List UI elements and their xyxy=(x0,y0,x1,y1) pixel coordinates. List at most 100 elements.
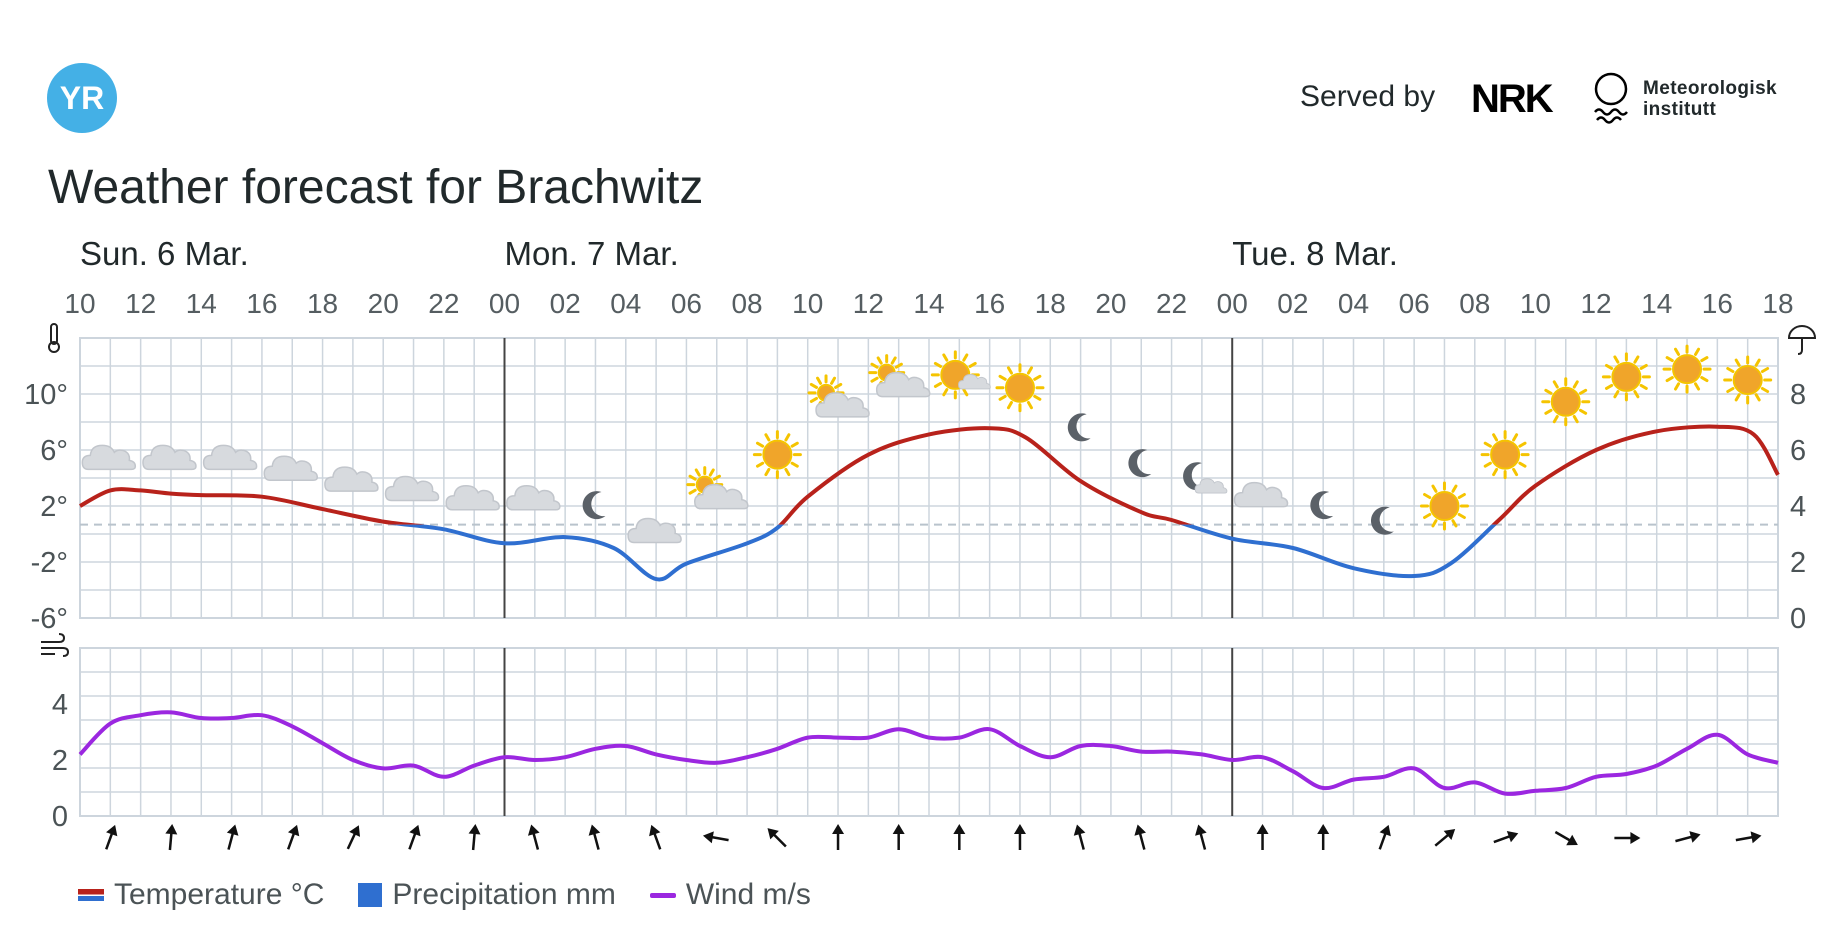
met-line-1: Meteorologisk xyxy=(1643,78,1777,99)
hour-tick-label: 04 xyxy=(610,288,641,319)
hour-tick-label: 02 xyxy=(1277,288,1308,319)
hour-tick-label: 02 xyxy=(550,288,581,319)
moon-icon xyxy=(582,491,606,520)
met-line-2: institutt xyxy=(1643,99,1717,120)
hour-tick-label: 06 xyxy=(671,288,702,319)
legend-precipitation-label: Precipitation mm xyxy=(392,878,616,911)
hour-tick-label: 22 xyxy=(1156,288,1187,319)
wind-arrow xyxy=(702,831,729,844)
sun-icon xyxy=(752,430,802,480)
wind-line xyxy=(78,710,1779,796)
wind-arrow xyxy=(588,824,601,850)
wind-arrow xyxy=(346,825,361,850)
wind-arrow xyxy=(527,824,540,850)
hour-tick-label: 10 xyxy=(792,288,823,319)
side-icons xyxy=(41,323,1817,657)
hour-tick-label: 12 xyxy=(125,288,156,319)
precipitation-tick-label: 4 xyxy=(1790,491,1806,523)
hour-tick-label: 00 xyxy=(489,288,520,319)
wind-arrow xyxy=(165,824,178,851)
wind-arrow xyxy=(286,824,300,850)
cloud-icon xyxy=(142,444,197,471)
wind-arrow xyxy=(1493,830,1519,844)
precipitation-tick-label: 8 xyxy=(1790,379,1806,411)
hour-tick-label: 16 xyxy=(1702,288,1733,319)
hour-tick-label: 16 xyxy=(246,288,277,319)
wind-tick-label: 0 xyxy=(52,801,68,833)
wind-arrow xyxy=(105,824,118,850)
cloud-icon xyxy=(324,466,379,492)
cloud-icon xyxy=(445,485,500,511)
hour-tick-label: 10 xyxy=(64,288,95,319)
thermometer-icon xyxy=(48,323,60,353)
temperature-tick-label: 10° xyxy=(24,379,68,411)
hour-tick-label: 20 xyxy=(1095,288,1126,319)
day-dividers xyxy=(503,338,1234,816)
temperature-tick-label: 2° xyxy=(40,491,68,523)
wind-swatch xyxy=(649,892,676,898)
wind-axis: 4 2 0 xyxy=(52,689,68,833)
cloud-icon xyxy=(202,444,258,471)
sun-icon xyxy=(1601,352,1651,402)
hour-tick-label: 06 xyxy=(1399,288,1430,319)
sun-icon xyxy=(995,363,1045,413)
hour-tick-label: 00 xyxy=(1217,288,1248,319)
wind-tick-label: 4 xyxy=(52,689,68,721)
precipitation-tick-label: 6 xyxy=(1790,435,1806,467)
sun-icon xyxy=(1419,481,1469,531)
wind-arrow xyxy=(1675,831,1701,843)
served-by-label: Served by xyxy=(1300,80,1436,113)
wind-arrow xyxy=(1735,831,1762,844)
sun-icon xyxy=(1480,430,1530,480)
day-label: Mon. 7 Mar. xyxy=(505,235,679,272)
wind-arrow xyxy=(892,824,905,850)
wind-tick-label: 2 xyxy=(52,745,68,777)
cloud-icon xyxy=(81,444,137,471)
hour-tick-label: 18 xyxy=(1035,288,1066,319)
wind-arrow xyxy=(226,824,239,850)
hour-tick-label: 08 xyxy=(731,288,762,319)
moon-icon xyxy=(1128,449,1152,478)
hour-tick-label: 14 xyxy=(186,288,217,319)
met-logo-icon[interactable] xyxy=(1591,72,1631,128)
cloud-icon xyxy=(627,517,682,544)
hour-tick-label: 04 xyxy=(1338,288,1369,319)
precipitation-axis: 8 6 4 2 0 xyxy=(1790,379,1806,635)
chart-legend: Temperature °C Precipitation mm Wind m/s xyxy=(78,878,811,912)
moon-icon xyxy=(1067,413,1091,442)
hour-tick-label: 18 xyxy=(1762,288,1793,319)
yr-logo[interactable]: YR xyxy=(47,63,117,133)
hour-tick-label: 18 xyxy=(307,288,338,319)
precipitation-swatch xyxy=(358,883,383,907)
sun-icon xyxy=(1662,344,1712,394)
legend-wind: Wind m/s xyxy=(649,878,811,912)
temperature-tick-label: 6° xyxy=(40,435,68,467)
hour-tick-label: 12 xyxy=(853,288,884,319)
temperature-tick-label: -6° xyxy=(31,603,68,635)
hour-labels: 10 12 14 16 18 20 22 00 02 04 06 08 10 12 14 16 18 20 22 00… xyxy=(64,288,1793,319)
temperature-swatch xyxy=(78,889,104,901)
wind-arrow xyxy=(649,824,662,850)
wind-arrow xyxy=(1134,824,1147,850)
hour-tick-label: 14 xyxy=(1641,288,1672,319)
precipitation-tick-label: 0 xyxy=(1790,603,1806,635)
wind-arrow xyxy=(408,824,421,850)
yr-logo-mark: YR xyxy=(60,80,104,116)
met-logo-text: Meteorologisk institutt xyxy=(1643,78,1813,120)
temperature-axis: 10° 6° 2° -2° -6° xyxy=(24,379,68,635)
sun-icon xyxy=(1541,377,1591,427)
wind-arrow xyxy=(1378,824,1391,850)
cloud-icon xyxy=(263,455,319,481)
wind-icon xyxy=(41,633,70,657)
nrk-logo[interactable]: NRK xyxy=(1471,78,1566,118)
legend-wind-label: Wind m/s xyxy=(685,878,811,911)
wind-arrow xyxy=(1614,832,1641,844)
cloud-icon xyxy=(384,475,440,502)
precipitation-tick-label: 2 xyxy=(1790,547,1806,579)
yr-logo-text: YR xyxy=(60,80,104,116)
sun-icon xyxy=(1723,355,1773,405)
wind-direction-arrows xyxy=(105,824,1762,851)
day-label: Sun. 6 Mar. xyxy=(80,235,249,272)
legend-temperature-label: Temperature °C xyxy=(114,878,325,911)
wind-arrow xyxy=(953,824,966,850)
